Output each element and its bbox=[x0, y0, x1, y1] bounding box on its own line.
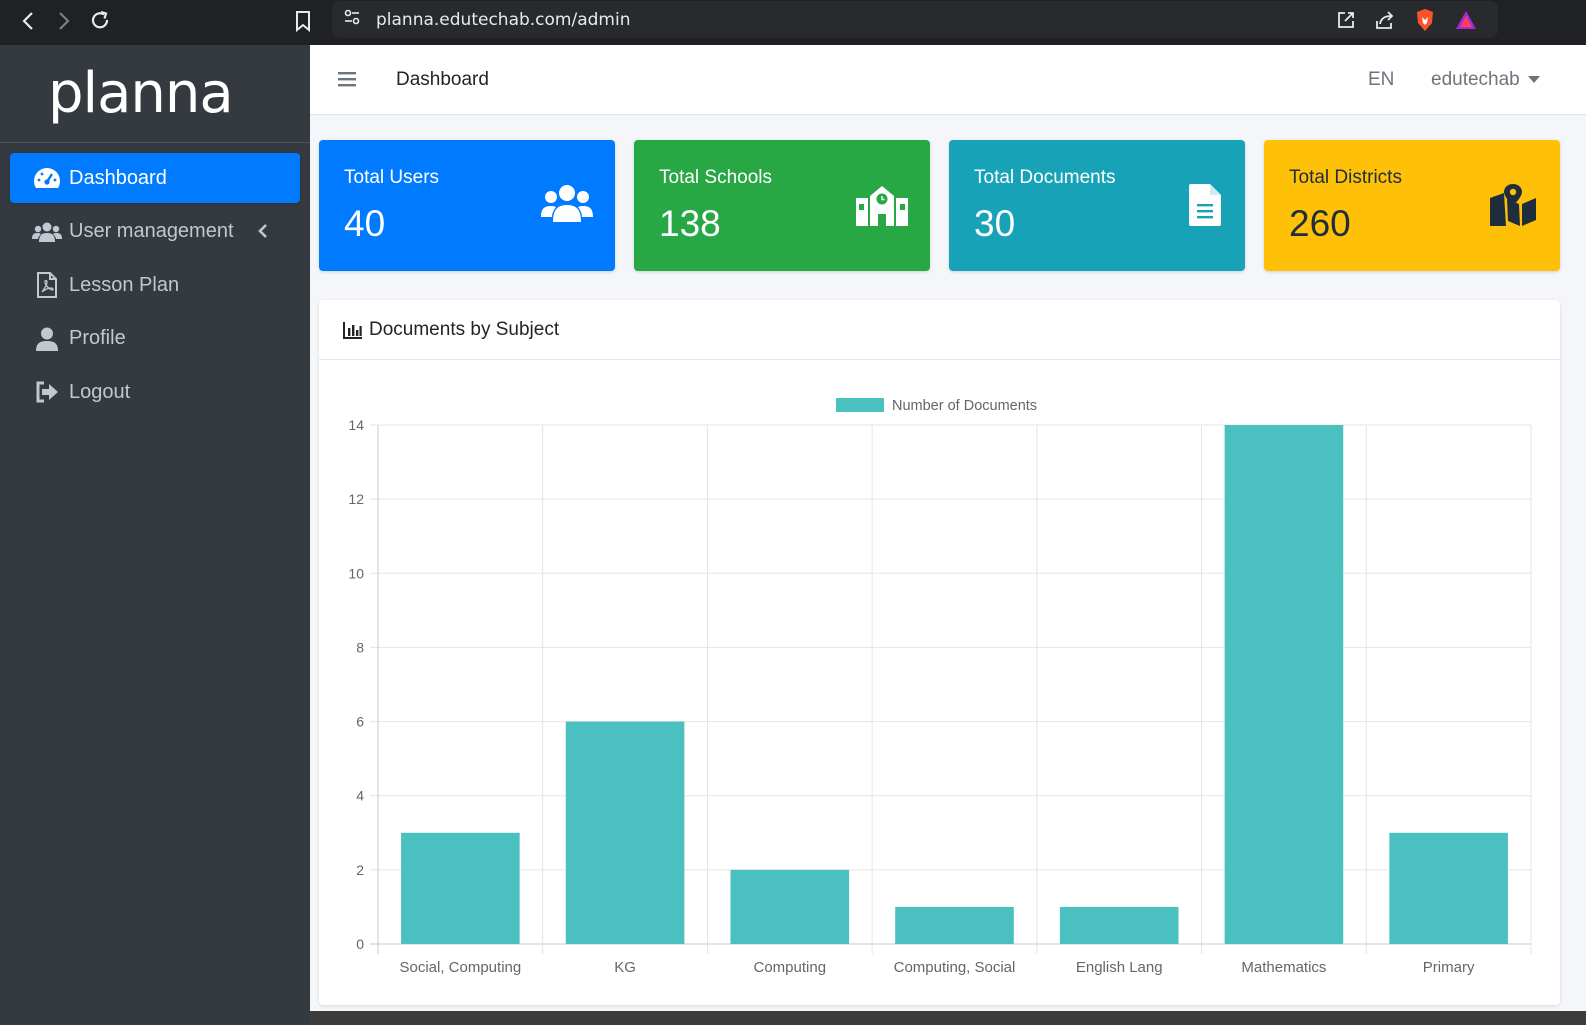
site-settings-icon[interactable] bbox=[344, 9, 360, 30]
stat-value: 138 bbox=[659, 203, 721, 244]
y-tick-label: 4 bbox=[356, 788, 364, 804]
stat-value: 30 bbox=[974, 203, 1016, 244]
legend-label[interactable]: Number of Documents bbox=[892, 398, 1037, 414]
bookmark-icon[interactable] bbox=[285, 3, 321, 39]
sidebar-item-label: Profile bbox=[69, 327, 126, 349]
x-tick-label: Mathematics bbox=[1241, 959, 1326, 976]
bar-chart: 0 2 4 6 8 10 12 14 Social, Computing KG Computing C… bbox=[348, 398, 1532, 976]
brave-shield-icon[interactable] bbox=[1414, 8, 1436, 37]
y-tick-label: 0 bbox=[356, 936, 364, 952]
bar[interactable] bbox=[1224, 425, 1344, 944]
bar[interactable] bbox=[895, 906, 1014, 944]
bar[interactable] bbox=[565, 721, 685, 944]
document-icon bbox=[1189, 184, 1221, 231]
stat-label: Total Documents bbox=[974, 167, 1116, 188]
sign-out-icon bbox=[32, 379, 62, 405]
brand-text[interactable]: planna bbox=[48, 61, 234, 126]
map-icon bbox=[1490, 184, 1536, 231]
stat-label: Total Districts bbox=[1289, 167, 1402, 188]
stat-value: 260 bbox=[1289, 203, 1351, 244]
x-tick-label: Primary bbox=[1423, 959, 1475, 976]
stat-box-total-users: Total Users 40 bbox=[319, 140, 615, 271]
back-icon[interactable] bbox=[10, 3, 46, 39]
forward-icon[interactable] bbox=[46, 3, 82, 39]
brave-rewards-icon[interactable] bbox=[1454, 9, 1478, 36]
y-tick-label: 14 bbox=[348, 417, 364, 433]
users-icon bbox=[32, 219, 62, 245]
sidebar-item-logout[interactable]: Logout bbox=[10, 367, 300, 417]
browser-toolbar: planna.edutechab.com/admin bbox=[0, 0, 1586, 45]
y-tick-label: 2 bbox=[356, 862, 364, 878]
page-title[interactable]: Dashboard bbox=[396, 69, 489, 90]
y-tick-label: 10 bbox=[348, 565, 364, 581]
y-tick-label: 12 bbox=[348, 491, 364, 507]
language-selector[interactable]: EN bbox=[1368, 69, 1395, 90]
x-tick-label: Computing bbox=[754, 959, 827, 976]
x-tick-label: KG bbox=[614, 959, 636, 976]
brand-logo[interactable]: planna bbox=[0, 45, 310, 143]
bar[interactable] bbox=[730, 869, 850, 944]
tachometer-icon bbox=[32, 165, 62, 191]
sidebar: planna Dashboard User management Lesson … bbox=[0, 45, 310, 1025]
sidebar-item-label: Dashboard bbox=[69, 166, 167, 189]
bar[interactable] bbox=[401, 832, 520, 944]
user-icon bbox=[32, 326, 62, 352]
sidebar-item-label: User management bbox=[69, 220, 234, 242]
url-text[interactable]: planna.edutechab.com/admin bbox=[376, 9, 631, 30]
y-tick-label: 6 bbox=[356, 714, 364, 730]
reload-icon[interactable] bbox=[82, 2, 118, 38]
share-icon[interactable] bbox=[1374, 10, 1396, 35]
legend-swatch[interactable] bbox=[836, 398, 884, 412]
caret-down-icon[interactable] bbox=[1528, 76, 1540, 83]
chevron-left-icon[interactable] bbox=[258, 222, 268, 245]
card-title: Documents by Subject bbox=[369, 318, 560, 340]
open-external-icon[interactable] bbox=[1336, 10, 1356, 35]
stat-label: Total Schools bbox=[659, 167, 773, 188]
card-header: Documents by Subject bbox=[319, 300, 1560, 360]
school-icon bbox=[856, 184, 908, 231]
taskbar-strip bbox=[310, 1011, 1586, 1025]
sidebar-item-lesson-plan[interactable]: Lesson Plan bbox=[10, 260, 300, 310]
bar[interactable] bbox=[1389, 832, 1508, 944]
x-tick-label: Social, Computing bbox=[399, 959, 521, 976]
address-bar[interactable]: planna.edutechab.com/admin bbox=[332, 1, 1498, 38]
menu-toggle-icon[interactable] bbox=[338, 71, 356, 92]
pdf-file-icon bbox=[32, 272, 62, 298]
y-tick-label: 8 bbox=[356, 639, 364, 655]
sidebar-item-label: Lesson Plan bbox=[69, 273, 180, 296]
user-menu[interactable]: edutechab bbox=[1431, 69, 1520, 90]
sidebar-item-label: Logout bbox=[69, 380, 131, 403]
stat-box-total-documents: Total Documents 30 bbox=[949, 140, 1245, 271]
x-tick-label: Computing, Social bbox=[894, 959, 1016, 976]
stat-value: 40 bbox=[344, 203, 386, 244]
sidebar-menu: Dashboard User management Lesson Plan Pr… bbox=[0, 143, 310, 431]
top-navbar: Dashboard EN edutechab bbox=[310, 45, 1586, 115]
bar[interactable] bbox=[1059, 906, 1179, 944]
sidebar-item-user-management[interactable]: User management bbox=[10, 207, 300, 257]
bar-chart-icon bbox=[343, 321, 363, 339]
documents-by-subject-card: Documents by Subject 0 2 4 6 8 10 12 14 Social, … bbox=[319, 300, 1560, 1005]
stat-label: Total Users bbox=[344, 167, 440, 188]
sidebar-item-dashboard[interactable]: Dashboard bbox=[10, 153, 300, 203]
stat-box-total-districts: Total Districts 260 bbox=[1264, 140, 1560, 271]
users-icon bbox=[541, 184, 593, 229]
x-tick-label: English Lang bbox=[1076, 959, 1163, 976]
sidebar-item-profile[interactable]: Profile bbox=[10, 314, 300, 364]
stat-box-total-schools: Total Schools 138 bbox=[634, 140, 930, 271]
